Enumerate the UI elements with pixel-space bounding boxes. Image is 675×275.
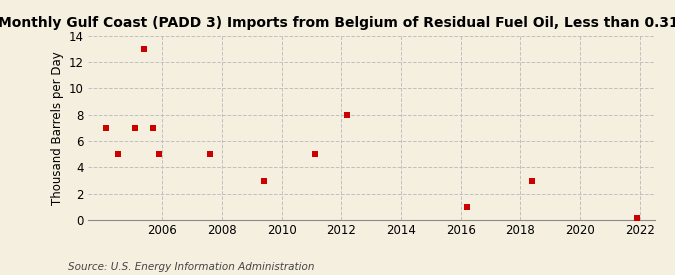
Point <box>259 178 269 183</box>
Point <box>342 112 353 117</box>
Point <box>148 126 159 130</box>
Point <box>205 152 215 156</box>
Point <box>139 47 150 51</box>
Point <box>154 152 165 156</box>
Point <box>309 152 320 156</box>
Point <box>112 152 123 156</box>
Point <box>631 216 642 220</box>
Title: Monthly Gulf Coast (PADD 3) Imports from Belgium of Residual Fuel Oil, Less than: Monthly Gulf Coast (PADD 3) Imports from… <box>0 16 675 31</box>
Point <box>461 205 472 209</box>
Point <box>130 126 141 130</box>
Point <box>101 126 111 130</box>
Point <box>527 178 538 183</box>
Text: Source: U.S. Energy Information Administration: Source: U.S. Energy Information Administ… <box>68 262 314 272</box>
Y-axis label: Thousand Barrels per Day: Thousand Barrels per Day <box>51 51 64 205</box>
